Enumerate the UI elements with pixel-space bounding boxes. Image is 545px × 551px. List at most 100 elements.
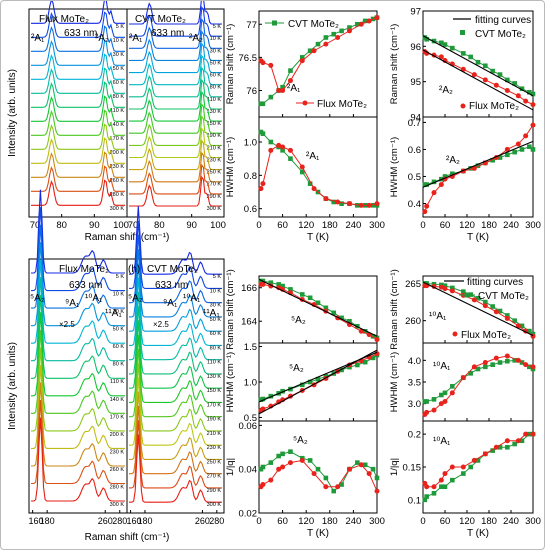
spectra-top-cvt-spectrum-cvt-15 [129,175,222,207]
legend-cvt-marker [272,20,277,26]
inv_q_5A2-point-cvt [268,460,274,465]
spectra-bot-cvt-temp-label-cvt-12: 230 K [207,445,222,451]
hwhm_2A1-point-flux [287,147,293,153]
hwhm_2A2-point-cvt [468,166,473,171]
hwhm_10A1-point-cvt [505,358,510,364]
raman_shift_2A2-point-cvt [431,38,437,44]
raman_shift_10A1-ylabel: Raman shift (cm⁻¹) [389,269,400,350]
inv_q_5A2-point-cvt [315,466,321,472]
spectra-top-xtick-label: 100 [210,220,226,231]
spectra-bot-cvt-spectrum-cvt-14 [129,405,222,475]
hwhm_2A1-ylabel: HWHM (cm⁻¹) [225,137,236,197]
inv_q_10A1-xtick-label: 60 [440,516,451,527]
spectra-top-flux-temp-label-flux-10: 230 K [110,164,125,170]
raman_shift_2A1-point-flux [366,18,372,24]
raman_shift_5A2-point-cvt [315,300,321,306]
raman_shift_2A1-point-flux [268,62,274,68]
hwhm_2A2-point-flux [523,133,529,139]
inv_q_5A2-point-cvt [288,449,293,454]
raman_shift_2A1-ytick-label: 77 [246,20,257,31]
spectra-bot-xtick-label: 160 [28,516,43,526]
inv_q_10A1-ylabel: 1/|q| [389,458,400,476]
raman_shift_2A2-point-flux [482,77,488,83]
spectra-top-flux-spectrum-flux-0 [31,1,125,24]
inv_q_5A2-point-flux [335,484,341,490]
raman_shift_2A2-point-flux [504,88,510,93]
spectra-top-cvt-spectrum-cvt-10 [129,115,222,146]
raman_shift_2A2-ytick-label: 96 [410,42,421,53]
inv_q_5A2-point-cvt [331,488,337,494]
inv_q_10A1-point-flux [431,484,437,490]
hwhm_5A2-point-cvt [362,359,368,365]
raman_shift_2A1-point-cvt [307,48,313,54]
spectra-top-flux-temp-label-flux-7: 140 K [110,122,125,128]
raman_shift_10A1-point-cvt [519,323,525,329]
hwhm_2A2-xtick-label: 120 [459,220,475,231]
raman_shift_2A2-point-flux [438,54,444,60]
spectra-bot-cvt-spectrum-cvt-9 [129,334,222,403]
inv_q_10A1-point-flux [449,464,455,470]
hwhm_5A2-point-cvt [315,376,321,382]
spectra-top-flux-spectrum-flux-3 [31,39,125,66]
spectra-bot-flux-temp-label-flux-2: 30 K [113,309,125,315]
raman_shift_2A2-point-cvt [530,91,536,97]
panel-label-5a2-shift: ⁵A₂ [291,315,306,326]
hwhm_10A1-point-flux [438,401,444,407]
hwhm_10A1-point-cvt [483,364,488,370]
spectra-top-flux-temp-label-flux-13: 300 K [110,206,125,212]
hwhm_2A1-point-flux [268,147,274,153]
inv_q_10A1-point-flux [504,438,510,444]
spectra-bot-flux-spectrum-flux-13 [31,417,125,502]
raman_shift_2A2-point-cvt [461,51,466,56]
legend-flux-marker-3 [452,331,458,337]
inv_q_5A2-point-cvt [280,451,285,457]
raman_shift_2A1-point-cvt [323,35,329,40]
raman_shift_2A2-point-cvt [442,42,448,47]
spectra-top-cvt-temp-label-cvt-13: 270 K [207,182,222,188]
inv_q_5A2-xtick-label: 180 [322,516,338,527]
raman_shift_10A1-point-flux [449,288,455,294]
hwhm_2A2-xtick-label: 300 [525,220,541,231]
raman_shift_10A1-ytick-label: 260 [405,316,421,327]
spectra-top-cvt-peak-a2: ²A₂ [189,33,203,44]
inv_q_5A2-point-flux [358,462,364,468]
panel-label-2a1-shift: ²A₁ [287,83,301,94]
legend-flux-marker [302,100,308,106]
hwhm_2A2-ytick-label: 0.4 [408,199,421,210]
spectra-bot-cvt-spectrum-cvt-6 [129,291,222,361]
hwhm_10A1-point-flux [482,360,488,365]
spectra-top-xtick-label: 80 [154,220,165,231]
hwhm_2A1-point-flux [335,199,341,205]
raman_shift_2A2-point-cvt [527,89,532,95]
spectra-bot-flux-spectrum-flux-0 [31,189,125,274]
spectra-top-cvt-laser: 633 nm [151,28,184,39]
legend-cvt-label-2: CVT MoTe₂ [475,29,526,40]
spectra-bot-cvt-temp-label-cvt-3: 50 K [210,317,222,323]
raman_shift_10A1-point-flux [471,297,477,303]
raman_shift_2A1-point-flux [323,41,329,47]
hwhm_2A1-xtick-label: 300 [369,220,385,231]
spectra-bot-flux-spectrum-flux-2 [31,224,125,309]
inv_q_5A2-point-flux [276,466,282,472]
spectra-top-cvt-temp-label-cvt-1: 10 K [210,36,222,42]
hwhm_2A2-point-flux [431,190,437,196]
spectra-bot-flux-spectrum-flux-1 [31,207,125,292]
spectra-bot-flux-temp-label-flux-7: 140 K [110,397,125,403]
inv_q_5A2-point-flux [366,471,372,477]
hwhm_10A1-point-cvt [475,366,481,372]
hwhm_5A2-point-cvt [355,362,360,368]
inv_q_10A1-ytick-label: 0.2 [408,430,421,441]
hwhm_10A1-point-flux [449,390,455,396]
hwhm_2A1-xtick-label: 120 [298,220,314,231]
hwhm_2A2-xtick-label: 60 [440,220,451,231]
hwhm_10A1-point-flux [530,364,536,370]
raman_shift_10A1-point-cvt [450,285,455,291]
raman_shift_2A1-point-cvt [355,21,360,27]
hwhm_2A1-point-cvt [370,203,376,208]
hwhm_5A2-point-cvt [307,379,313,385]
legend-cvt-label: CVT MoTe₂ [288,19,339,30]
raman_shift_2A2-fit-line-2 [422,35,534,97]
raman_shift_2A2-point-cvt [490,68,495,74]
raman_shift_5A2-point-cvt [370,334,376,339]
raman_shift_2A2-point-flux [515,93,521,99]
